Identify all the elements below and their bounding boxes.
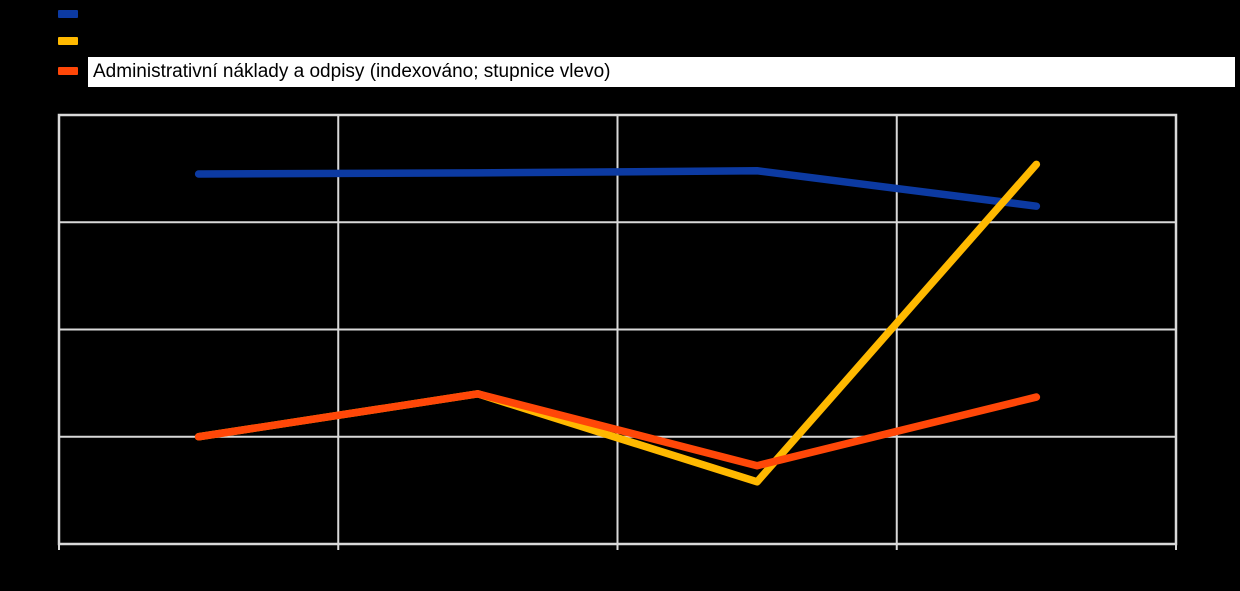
legend-swatch-yellow-icon xyxy=(58,37,78,45)
chart-line-series-orange xyxy=(194,390,1041,470)
legend-swatch-blue-icon xyxy=(58,10,78,18)
chart-line-series-blue xyxy=(194,167,1041,210)
legend-label-text: Administrativní náklady a odpisy (indexo… xyxy=(93,61,611,82)
legend-label-box: Administrativní náklady a odpisy (indexo… xyxy=(88,57,1235,87)
legend-swatch-orange-icon xyxy=(58,67,78,75)
